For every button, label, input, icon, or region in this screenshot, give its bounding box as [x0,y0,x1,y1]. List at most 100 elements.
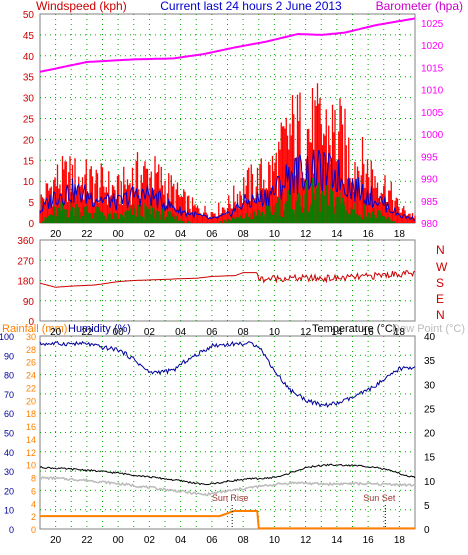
wind-y-tick-label: 10 [23,177,35,188]
temperature-y-tick-label: 35 [424,356,436,367]
direction-y-tick-label: 180 [17,277,34,288]
rainfall-y-tick-label: 6 [31,486,36,496]
x-tick-label: 06 [206,535,218,546]
temperature-y-tick-label: 15 [424,453,436,464]
x-tick-label: 18 [394,229,406,240]
temperature-line [39,463,416,486]
chart-title: Current last 24 hours 2 June 2013 [160,0,342,13]
direction-y-tick-label: 270 [17,256,34,267]
x-tick-label: 22 [81,229,93,240]
sunrise-label: Sun Rise [212,493,249,503]
barometer-line [39,17,416,73]
x-tick-label: 14 [331,229,343,240]
x-tick-label: 02 [144,535,156,546]
x-tick-label: 18 [394,327,406,338]
x-tick-label: 10 [269,229,281,240]
baro-y-tick-label: 990 [421,175,438,186]
humidity-y-tick-label: 20 [4,486,14,496]
baro-y-tick-label: 1020 [421,41,444,52]
humidity-y-tick-label: 40 [4,448,14,458]
compass-label: W [436,260,448,274]
x-tick-label: 04 [175,535,187,546]
wind-y-tick-label: 5 [28,198,34,209]
x-tick-label: 18 [394,535,406,546]
wind-y-tick-label: 15 [23,156,35,167]
rainfall-y-tick-label: 30 [26,332,36,342]
humidity-y-tick-label: 50 [4,429,14,439]
humidity-y-tick-label: 80 [4,371,14,381]
rainfall-y-tick-label: 22 [26,383,36,393]
rainfall-line [40,510,415,530]
x-tick-label: 22 [81,535,93,546]
rainfall-y-tick-label: 10 [26,461,36,471]
baro-y-tick-label: 1025 [421,19,444,30]
x-tick-label: 06 [206,229,218,240]
x-tick-label: 08 [238,229,250,240]
rainfall-y-tick-label: 8 [31,474,36,484]
temperature-y-tick-label: 25 [424,404,436,415]
x-tick-label: 16 [363,535,375,546]
rainfall-y-tick-label: 12 [26,448,36,458]
sunset-label: Sun Set [363,493,396,503]
x-tick-label: 16 [363,229,375,240]
x-tick-label: 04 [175,327,187,338]
wind-y-tick-label: 35 [23,73,35,84]
wind-y-tick-label: 30 [23,94,35,105]
x-tick-label: 06 [206,327,218,338]
x-tick-label: 00 [113,535,125,546]
wind-direction-line [39,270,416,288]
rainfall-axis-title: Rainfall (mm) [2,323,67,335]
wind-y-tick-label: 50 [23,10,35,21]
wind-y-tick-label: 0 [28,219,34,230]
x-tick-label: 00 [113,229,125,240]
rainfall-y-tick-label: 18 [26,409,36,419]
x-tick-label: 08 [238,327,250,338]
rainfall-y-tick-label: 26 [26,358,36,368]
x-tick-label: 16 [363,327,375,338]
humidity-y-tick-label: 10 [4,506,14,516]
x-tick-label: 14 [331,535,343,546]
x-tick-label: 20 [50,327,62,338]
windspeed-axis-title: Windspeed (kph) [36,0,127,13]
humidity-y-tick-label: 70 [4,390,14,400]
rainfall-y-tick-label: 0 [31,525,36,535]
temperature-y-tick-label: 0 [424,525,430,536]
temperature-y-tick-label: 30 [424,380,436,391]
x-tick-label: 12 [300,229,312,240]
rainfall-y-tick-label: 14 [26,435,36,445]
temperature-axis-title: Temperature (°C) [312,323,396,335]
dewpoint-axis-title: Dew Point (°C) [392,323,465,335]
wind-y-tick-label: 40 [23,52,35,63]
x-tick-label: 02 [144,229,156,240]
temperature-y-tick-label: 20 [424,429,436,440]
dewpoint-line [40,475,416,497]
baro-y-tick-label: 1015 [421,63,444,74]
humidity-y-tick-label: 0 [9,525,14,535]
humidity-line [39,340,416,408]
wind-average-line [39,149,416,222]
baro-y-tick-label: 1000 [421,130,444,141]
rainfall-y-tick-label: 24 [26,371,36,381]
x-tick-label: 20 [50,535,62,546]
baro-y-tick-label: 1005 [421,108,444,119]
barometer-axis-title: Barometer (hpa) [376,0,463,13]
wind-y-tick-label: 20 [23,135,35,146]
x-tick-label: 14 [331,327,343,338]
temperature-y-tick-label: 40 [424,332,436,343]
wind-y-tick-label: 25 [23,115,35,126]
rainfall-y-tick-label: 20 [26,396,36,406]
humidity-y-tick-label: 100 [0,332,14,342]
x-tick-label: 08 [238,535,250,546]
temperature-y-tick-label: 10 [424,477,436,488]
x-tick-label: 22 [81,327,93,338]
x-tick-label: 10 [269,327,281,338]
baro-y-tick-label: 980 [421,219,438,230]
x-tick-label: 02 [144,327,156,338]
x-tick-label: 20 [50,229,62,240]
humidity-y-tick-label: 60 [4,409,14,419]
compass-label: E [436,292,444,306]
x-tick-label: 00 [113,327,125,338]
x-tick-label: 10 [269,535,281,546]
baro-y-tick-label: 1010 [421,86,444,97]
